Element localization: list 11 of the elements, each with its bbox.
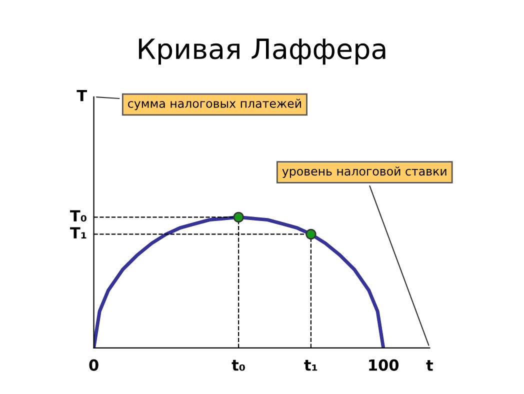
x-tick-label: t₁ [304,360,318,371]
ref-line-label: T₁ [70,227,86,238]
text: уровень налоговой ставки [282,166,446,178]
text: T [76,90,87,102]
x-tick-label: 0 [89,359,98,371]
x-tick-label: t₀ [232,360,245,371]
x-tick-label: 100 [369,359,399,371]
text: сумма налоговых платежей [128,98,301,110]
ref-line-label: T₀ [70,210,86,222]
chart-title: Кривая Лаффера [138,38,386,65]
x-axis-title: t [426,360,433,371]
